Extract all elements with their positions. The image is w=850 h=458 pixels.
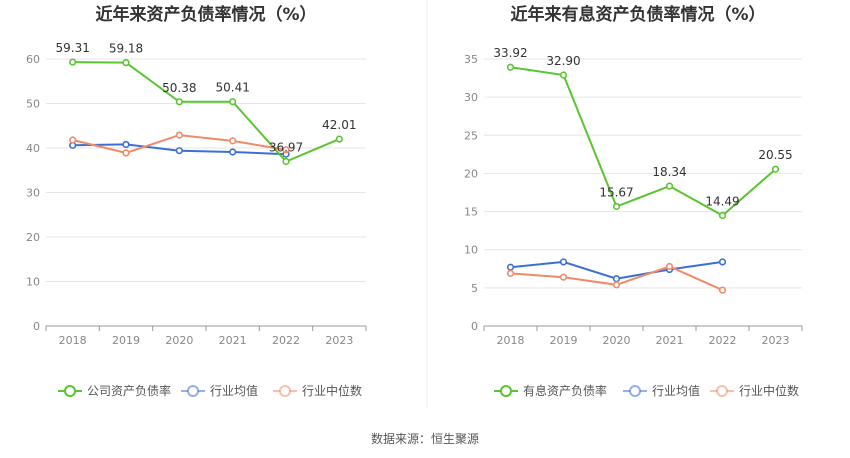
data-point (122, 149, 130, 157)
x-tick-label: 2019 (550, 334, 578, 347)
y-tick-label: 35 (464, 53, 478, 66)
data-point (229, 148, 237, 156)
y-tick-label: 10 (464, 244, 478, 257)
data-label: 14.49 (705, 194, 739, 208)
legend-marker-icon (64, 385, 76, 397)
chart-title: 近年来有息资产负债率情况（%） (510, 4, 765, 25)
data-point (718, 211, 727, 220)
chart-interest-bearing-debt-ratio: 近年来有息资产负债率情况（%） 0 5 10 15 20 25 30 35 2018 2019 202… (464, 4, 803, 398)
x-tick-label: 2022 (709, 334, 737, 347)
data-point (612, 275, 621, 283)
data-point (69, 58, 77, 66)
chart-debt-ratio: 近年来资产负债率情况（%） 0 10 20 30 40 50 60 2018 2019 2020 20… (26, 4, 367, 398)
x-tick-label: 2020 (165, 334, 193, 347)
y-tick-label: 0 (33, 320, 40, 333)
legend-marker-icon (187, 385, 199, 397)
legend-label: 行业中位数 (739, 383, 799, 398)
legend-marker-icon (629, 385, 641, 397)
x-tick-label: 2023 (762, 334, 790, 347)
data-point (175, 98, 183, 106)
chart-title: 近年来资产负债率情况（%） (95, 4, 316, 25)
y-tick-label: 20 (464, 167, 478, 180)
legend-marker-icon (716, 385, 728, 397)
legend-item[interactable]: 行业均值 (623, 383, 700, 398)
x-tick-label: 2023 (325, 334, 353, 347)
y-tick-label: 25 (464, 129, 478, 142)
data-point (559, 273, 568, 281)
data-label: 20.55 (758, 148, 792, 162)
y-tick-label: 30 (26, 187, 40, 200)
data-point (175, 131, 183, 139)
data-point (612, 281, 621, 289)
data-point (69, 136, 77, 144)
legend-label: 公司资产负债率 (87, 383, 171, 398)
data-point (175, 147, 183, 155)
data-point (506, 269, 515, 277)
data-point (718, 286, 727, 294)
y-tick-label: 5 (471, 282, 478, 295)
x-tick-label: 2021 (656, 334, 684, 347)
x-tick-label: 2019 (112, 334, 140, 347)
legend-item[interactable]: 行业均值 (181, 383, 258, 398)
series-line (510, 66, 777, 217)
legend-marker-icon (279, 385, 291, 397)
data-point (612, 202, 621, 211)
data-point (122, 59, 130, 67)
y-tick-label: 20 (26, 231, 40, 244)
y-tick-label: 10 (26, 276, 40, 289)
legend-label: 行业中位数 (302, 383, 362, 398)
series-line (72, 61, 340, 163)
data-point (229, 137, 237, 145)
data-label: 59.31 (55, 41, 89, 55)
data-label: 59.18 (109, 42, 143, 56)
data-label: 15.67 (599, 185, 633, 199)
y-tick-label: 30 (464, 91, 478, 104)
data-point (771, 165, 780, 173)
y-tick-label: 40 (26, 142, 40, 155)
data-label: 50.41 (215, 81, 249, 95)
legend-item[interactable]: 公司资产负债率 (58, 383, 171, 398)
data-point (335, 135, 343, 143)
legend-item[interactable]: 有息资产负债率 (494, 383, 607, 398)
x-tick-label: 2018 (59, 334, 87, 347)
data-point (718, 258, 727, 266)
data-label: 50.38 (162, 81, 196, 95)
data-point (559, 258, 568, 266)
data-label: 32.90 (546, 54, 580, 68)
data-point (229, 98, 237, 106)
data-point (506, 263, 515, 271)
x-tick-label: 2018 (497, 334, 525, 347)
data-point (665, 262, 674, 271)
data-label: 42.01 (322, 118, 356, 132)
data-point (282, 146, 290, 154)
y-tick-label: 15 (464, 206, 478, 219)
data-label: 36.97 (269, 140, 303, 154)
data-point (506, 63, 515, 71)
legend-label: 有息资产负债率 (523, 383, 607, 398)
data-point (559, 71, 568, 79)
legend-marker-icon (500, 385, 512, 397)
legend-item[interactable]: 行业中位数 (273, 383, 362, 398)
legend-item[interactable]: 行业中位数 (710, 383, 799, 398)
data-point (122, 140, 130, 149)
x-tick-label: 2021 (219, 334, 247, 347)
x-tick-label: 2022 (272, 334, 300, 347)
legend-label: 行业均值 (210, 383, 258, 398)
source-note: 数据来源：恒生聚源 (371, 431, 479, 446)
x-tick-label: 2020 (603, 334, 631, 347)
data-label: 18.34 (652, 165, 686, 179)
y-tick-label: 60 (26, 53, 40, 66)
data-point (282, 157, 290, 166)
y-tick-label: 50 (26, 98, 40, 111)
data-point (665, 182, 674, 190)
data-label: 33.92 (493, 46, 527, 60)
legend-label: 行业均值 (652, 383, 700, 398)
y-tick-label: 0 (471, 320, 478, 333)
